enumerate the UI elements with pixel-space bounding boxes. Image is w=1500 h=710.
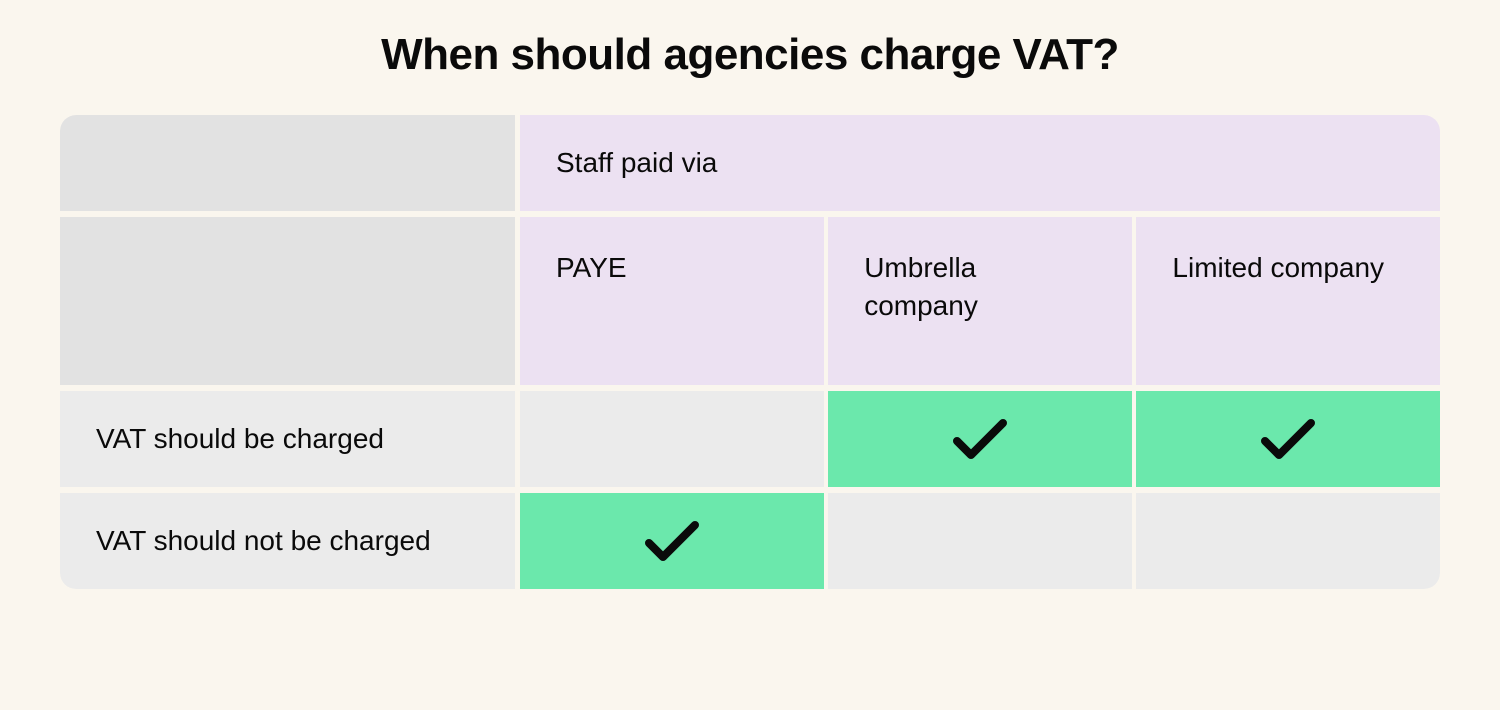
check-icon bbox=[643, 517, 701, 565]
row-label: VAT should not be charged bbox=[60, 493, 515, 589]
cell bbox=[828, 391, 1132, 487]
table-row: VAT should not be charged bbox=[60, 493, 1440, 589]
cell bbox=[1136, 493, 1440, 589]
header-group-label: Staff paid via bbox=[520, 115, 1440, 211]
col-header-umbrella: Umbrella company bbox=[828, 217, 1132, 385]
check-icon bbox=[951, 415, 1009, 463]
cell bbox=[828, 493, 1132, 589]
col-header-paye: PAYE bbox=[520, 217, 824, 385]
check-icon bbox=[1259, 415, 1317, 463]
vat-table: Staff paid via PAYE Umbrella company Lim… bbox=[60, 115, 1440, 589]
cell bbox=[520, 493, 824, 589]
table-row: VAT should be charged bbox=[60, 391, 1440, 487]
cell bbox=[1136, 391, 1440, 487]
header-blank-cell bbox=[60, 115, 515, 211]
row-label: VAT should be charged bbox=[60, 391, 515, 487]
page-title: When should agencies charge VAT? bbox=[60, 30, 1440, 80]
col-header-limited: Limited company bbox=[1136, 217, 1440, 385]
header-blank-cell-2 bbox=[60, 217, 515, 385]
cell bbox=[520, 391, 824, 487]
